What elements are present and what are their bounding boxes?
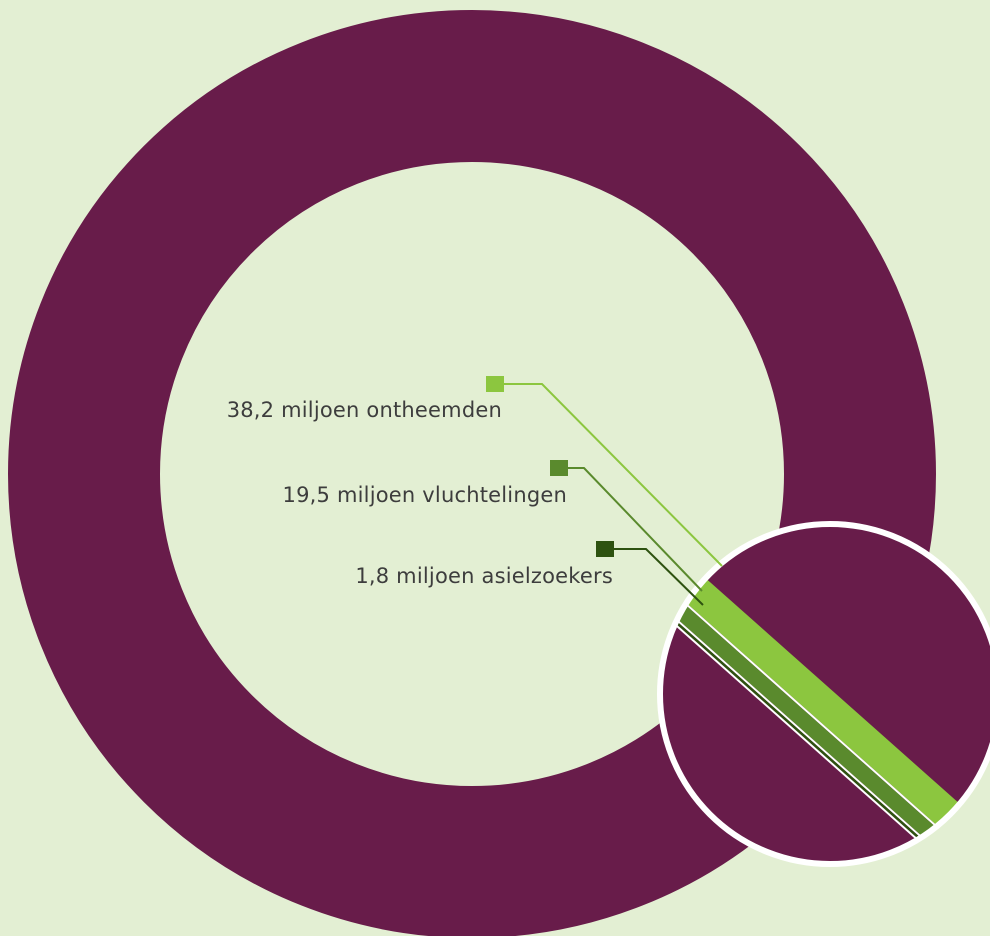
inset-bands [662,526,990,862]
callout-asylum-marker [596,541,614,557]
callouts: 38,2 miljoen ontheemden 19,5 miljoen vluc… [227,376,723,606]
callout-refugees: 19,5 miljoen vluchtelingen [283,460,703,592]
callout-refugees-marker [550,460,568,476]
callout-asylum-label: 1,8 miljoen asielzoekers [355,564,613,588]
callout-refugees-leader [568,467,703,592]
callout-displaced: 38,2 miljoen ontheemden [227,376,723,567]
slice-displaced-separator [662,541,990,862]
inset-content [662,526,990,862]
inset-border [657,521,990,867]
slice-asylum [662,556,990,862]
callout-displaced-marker [486,376,504,392]
callout-displaced-leader [504,383,723,567]
donut-ring [8,10,936,936]
callout-asylum: 1,8 miljoen asielzoekers [355,541,704,606]
callout-refugees-label: 19,5 miljoen vluchtelingen [283,483,567,507]
slice-asylum-separator [662,558,990,862]
slice-refugees [662,543,990,862]
zoom-inset [657,521,990,867]
slice-displaced [662,526,990,862]
callout-asylum-leader [614,548,704,606]
callout-displaced-label: 38,2 miljoen ontheemden [227,398,502,422]
slice-refugees-separator [662,555,990,862]
